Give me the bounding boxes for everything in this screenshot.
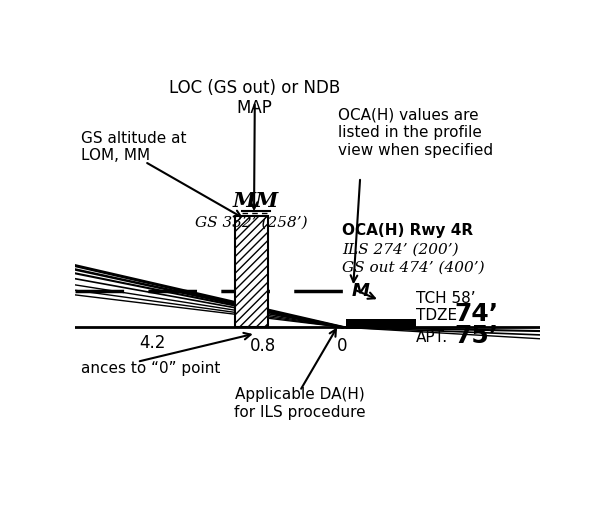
Bar (235, 215, 268, 327)
Text: LOC (GS out) or NDB
MAP: LOC (GS out) or NDB MAP (169, 78, 340, 117)
Text: OCA(H) Rwy 4R: OCA(H) Rwy 4R (343, 223, 473, 238)
Text: TCH 58’: TCH 58’ (416, 291, 476, 306)
Text: 75’: 75’ (455, 324, 499, 348)
Text: APT.: APT. (416, 330, 448, 345)
Text: 0: 0 (337, 338, 347, 356)
Text: 74’: 74’ (455, 302, 499, 326)
Bar (346, 319, 416, 329)
Text: Applicable DA(H)
for ILS procedure: Applicable DA(H) for ILS procedure (234, 387, 365, 420)
Text: 0.8: 0.8 (250, 338, 277, 356)
Text: M: M (352, 282, 370, 300)
Text: MM: MM (232, 191, 279, 211)
Text: TDZE: TDZE (416, 308, 457, 323)
Text: ILS 274’ (200’): ILS 274’ (200’) (343, 243, 459, 256)
Text: GS 332’ (258’): GS 332’ (258’) (196, 215, 308, 229)
Text: GS altitude at
LOM, MM: GS altitude at LOM, MM (81, 131, 187, 163)
Text: OCA(H) values are
listed in the profile
view when specified: OCA(H) values are listed in the profile … (338, 108, 494, 157)
Text: ances to “0” point: ances to “0” point (81, 361, 221, 376)
Text: GS out 474’ (400’): GS out 474’ (400’) (343, 260, 485, 274)
Text: 4.2: 4.2 (139, 333, 166, 351)
